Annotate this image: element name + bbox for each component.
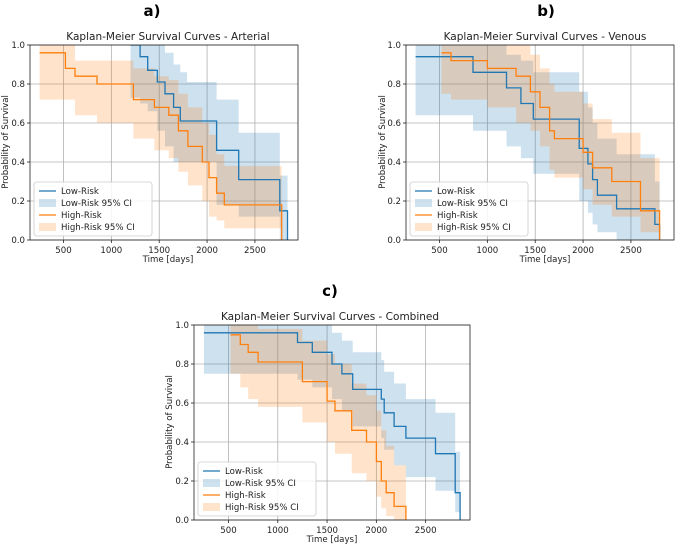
legend-entry-high-risk-ci: High-Risk 95% CI xyxy=(225,503,299,513)
y-tick-label: 0.4 xyxy=(175,438,189,448)
x-tick-label: 1500 xyxy=(316,526,338,536)
plot-area-arterial xyxy=(39,45,289,240)
panel-arterial: a) Kaplan-Meier Survival Curves - Arteri… xyxy=(1,2,299,265)
legend-entry-low-risk: Low-Risk xyxy=(437,187,475,197)
survival-line-high-risk-venous xyxy=(441,52,661,240)
chart-title-venous: Kaplan-Meier Survival Curves - Venous xyxy=(444,31,647,43)
y-axis-label-venous: Probability of Survival xyxy=(378,95,388,189)
x-tick-label: 1000 xyxy=(267,526,289,536)
panel-venous: b) Kaplan-Meier Survival Curves - Venous… xyxy=(378,2,675,265)
x-tick-label: 2000 xyxy=(365,526,387,536)
y-tick-label: 0.6 xyxy=(175,399,189,409)
panel-label-c: c) xyxy=(322,282,338,300)
legend-box xyxy=(197,461,317,517)
x-tick-label: 1500 xyxy=(148,246,170,256)
y-tick-label: 1.0 xyxy=(387,41,401,51)
y-tick-label: 0.2 xyxy=(175,477,189,487)
legend-entry-high-risk: High-Risk xyxy=(437,211,478,221)
x-tick-label: 500 xyxy=(55,246,71,256)
legend-entry-high-risk: High-Risk xyxy=(225,491,266,501)
legend-entry-low-risk-ci-swatch xyxy=(203,479,220,487)
panel-label-a: a) xyxy=(144,2,161,20)
y-tick-label: 0.0 xyxy=(387,236,401,246)
legend-entry-high-risk: High-Risk xyxy=(61,211,102,221)
legend-combined: Low-Risk Low-Risk 95% CI High-Risk High-Ris… xyxy=(197,461,317,517)
survival-line-low-risk-arterial xyxy=(130,45,289,240)
ci-band-high-risk-venous xyxy=(441,45,660,240)
x-tick-label: 2500 xyxy=(244,246,266,256)
ci-band-high-risk-arterial xyxy=(39,45,282,240)
panel-combined: c) Kaplan-Meier Survival Curves - Combin… xyxy=(165,282,471,545)
y-tick-label: 0.6 xyxy=(387,119,401,129)
survival-line-high-risk-combined xyxy=(230,334,407,520)
x-axis-label-combined: Time [days] xyxy=(306,535,358,545)
legend-entry-low-risk-ci-swatch xyxy=(39,199,56,207)
legend-entry-high-risk-ci-swatch xyxy=(415,223,432,231)
y-tick-label: 0.6 xyxy=(11,119,25,129)
x-tick-label: 2500 xyxy=(415,526,437,536)
chart-title-combined: Kaplan-Meier Survival Curves - Combined xyxy=(221,311,439,323)
legend-entry-high-risk-ci: High-Risk 95% CI xyxy=(437,223,511,233)
axes-frame-venous xyxy=(405,44,675,241)
legend-entry-low-risk: Low-Risk xyxy=(61,187,99,197)
x-tick-label: 2000 xyxy=(572,246,594,256)
chart-title-arterial: Kaplan-Meier Survival Curves - Arterial xyxy=(66,31,269,43)
legend-entry-low-risk-ci: Low-Risk 95% CI xyxy=(437,199,508,209)
axes-frame-combined xyxy=(193,324,471,521)
axes-frame-arterial xyxy=(29,44,299,241)
x-tick-label: 2000 xyxy=(196,246,218,256)
legend-entry-high-risk-ci-swatch xyxy=(203,503,220,511)
x-tick-label: 2500 xyxy=(620,246,642,256)
ci-band-low-risk-combined xyxy=(203,325,461,520)
panel-label-b: b) xyxy=(537,2,555,20)
y-tick-label: 0.2 xyxy=(387,197,401,207)
legend-arterial: Low-Risk Low-Risk 95% CI High-Risk High-Ris… xyxy=(33,181,153,237)
legend-box xyxy=(33,181,153,237)
legend-entry-low-risk-ci: Low-Risk 95% CI xyxy=(61,199,132,209)
legend-entry-high-risk-ci-swatch xyxy=(39,223,56,231)
x-axis-label-venous: Time [days] xyxy=(519,255,571,265)
y-tick-label: 0.8 xyxy=(11,80,25,90)
x-axis-label-arterial: Time [days] xyxy=(142,255,194,265)
y-tick-label: 1.0 xyxy=(175,321,189,331)
legend-entry-low-risk: Low-Risk xyxy=(225,467,263,477)
ci-band-high-risk-combined xyxy=(230,325,406,520)
survival-line-low-risk-venous xyxy=(415,56,661,240)
y-tick-label: 1.0 xyxy=(11,41,25,51)
legend-venous: Low-Risk Low-Risk 95% CI High-Risk High-Ris… xyxy=(409,181,529,237)
y-tick-label: 0.2 xyxy=(11,197,25,207)
y-tick-label: 0.0 xyxy=(11,236,25,246)
x-tick-label: 1000 xyxy=(100,246,122,256)
plot-area-combined xyxy=(203,325,461,520)
y-tick-label: 0.0 xyxy=(175,516,189,526)
y-tick-label: 0.4 xyxy=(387,158,401,168)
x-tick-label: 500 xyxy=(431,246,447,256)
ci-band-low-risk-venous xyxy=(415,45,660,240)
x-tick-label: 1500 xyxy=(524,246,546,256)
survival-line-high-risk-arterial xyxy=(39,52,283,240)
x-tick-label: 1000 xyxy=(476,246,498,256)
legend-box xyxy=(409,181,529,237)
legend-entry-low-risk-ci: Low-Risk 95% CI xyxy=(225,479,296,489)
y-tick-label: 0.8 xyxy=(387,80,401,90)
y-axis-label-arterial: Probability of Survival xyxy=(1,95,11,189)
y-axis-label-combined: Probability of Survival xyxy=(165,375,175,469)
y-tick-label: 0.4 xyxy=(11,158,25,168)
legend-entry-low-risk-ci-swatch xyxy=(415,199,432,207)
legend-entry-high-risk-ci: High-Risk 95% CI xyxy=(61,223,135,233)
x-tick-label: 500 xyxy=(220,526,236,536)
y-tick-label: 0.8 xyxy=(175,360,189,370)
survival-line-low-risk-combined xyxy=(203,332,461,520)
plot-area-venous xyxy=(415,45,661,240)
